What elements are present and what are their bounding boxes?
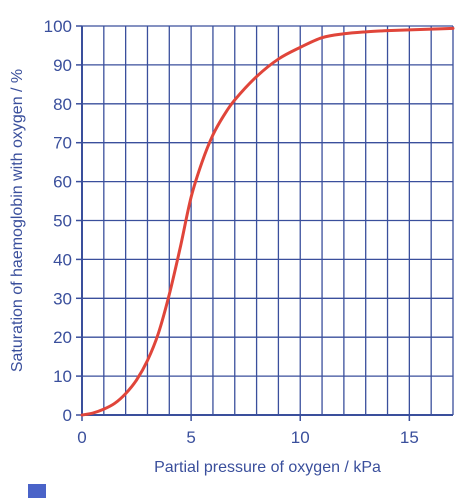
x-tick-label: 15 bbox=[400, 428, 419, 447]
y-tick-label: 30 bbox=[53, 289, 72, 308]
grid-lines bbox=[81, 25, 454, 416]
y-tick-label: 20 bbox=[53, 328, 72, 347]
x-tick-label: 5 bbox=[186, 428, 195, 447]
y-axis-title: Saturation of haemoglobin with oxygen / … bbox=[9, 69, 26, 372]
axes bbox=[76, 25, 453, 421]
tick-labels: 0 5 10 15 0 10 20 30 40 50 60 70 80 90 100 bbox=[44, 17, 419, 447]
y-tick-label: 10 bbox=[53, 367, 72, 386]
series-layer bbox=[80, 26, 455, 417]
y-tick-label: 90 bbox=[53, 56, 72, 75]
x-tick-label: 10 bbox=[291, 428, 310, 447]
y-tick-label: 40 bbox=[53, 250, 72, 269]
y-tick-label: 50 bbox=[53, 212, 72, 231]
page-corner-mark bbox=[28, 484, 46, 498]
x-tick-label: 0 bbox=[77, 428, 86, 447]
y-tick-label: 0 bbox=[63, 406, 72, 425]
y-tick-label: 60 bbox=[53, 173, 72, 192]
x-axis-title: Partial pressure of oxygen / kPa bbox=[154, 459, 381, 476]
dissociation-curve bbox=[80, 26, 455, 417]
y-tick-label: 70 bbox=[53, 134, 72, 153]
y-tick-label: 80 bbox=[53, 95, 72, 114]
y-tick-label: 100 bbox=[44, 17, 72, 36]
